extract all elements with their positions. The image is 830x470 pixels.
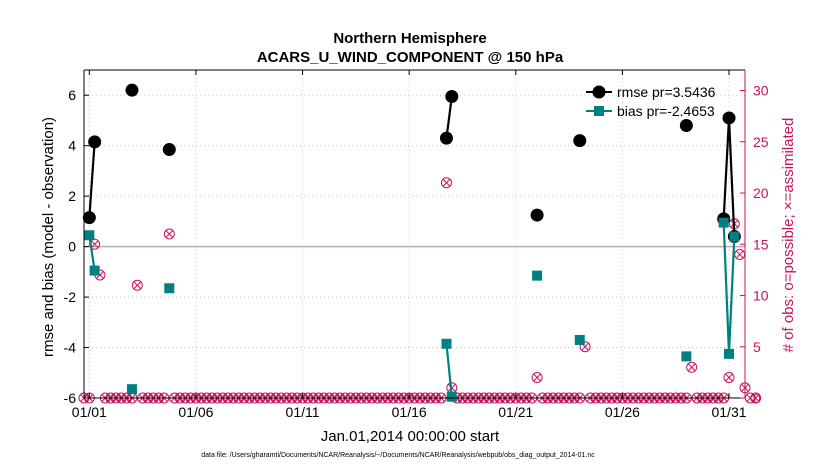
y2-tick-label: 20: [753, 185, 769, 201]
y2-tick-label: 0: [753, 390, 761, 406]
bias-point: [729, 231, 740, 242]
x-axis-label: Jan.01,2014 00:00:00 start: [321, 428, 500, 445]
y-tick-label: -2: [64, 289, 77, 305]
y2-tick-label: 25: [753, 134, 769, 150]
y-tick-label: 4: [68, 138, 76, 154]
data-file-footnote: data file: /Users/gharamti/Documents/NCA…: [201, 452, 595, 459]
obs-assimilated-marker: [442, 178, 451, 187]
chart-subtitle: ACARS_U_WIND_COMPONENT @ 150 hPa: [257, 49, 564, 66]
obs-assimilated-marker: [133, 281, 142, 290]
obs-count-point: [750, 392, 762, 404]
rmse-point: [445, 89, 459, 103]
obs-count-point: [163, 228, 175, 240]
obs-possible-marker: [163, 228, 175, 240]
obs-possible-marker: [531, 372, 543, 383]
legend: rmse pr=3.5436 bias pr=-2.4653: [586, 84, 716, 119]
legend-bias-marker: [594, 106, 604, 116]
obs-possible-marker: [131, 279, 143, 291]
obs-possible-marker: [440, 177, 452, 189]
obs-assimilated-marker: [165, 230, 174, 238]
obs-possible-marker: [579, 341, 591, 353]
y2-tick-label: 5: [753, 339, 761, 355]
series-line-segment-1: [445, 343, 453, 397]
rmse-point: [679, 119, 693, 133]
obs-assimilated-marker: [581, 342, 590, 351]
series-line-segment-0: [88, 235, 96, 271]
rmse-point: [162, 142, 176, 156]
obs-assimilated-marker: [751, 394, 760, 402]
obs-assimilated-marker: [90, 240, 99, 249]
obs-assimilated-marker: [735, 250, 744, 259]
legend-rmse-marker: [592, 85, 606, 99]
y2-tick-label: 15: [753, 236, 769, 252]
bias-point: [126, 384, 137, 395]
x-tick-label: 01/21: [498, 404, 533, 420]
series-line-segment-1: [445, 96, 453, 139]
y-tick-label: -6: [64, 390, 77, 406]
x-tick-label: 01/11: [286, 404, 320, 420]
rmse-point: [88, 135, 102, 149]
y-tick-label: -4: [64, 340, 77, 356]
obs-count-point: [723, 372, 735, 383]
y-axis-label: rmse and bias (model - observation): [40, 117, 57, 357]
x-tick-label: 01/06: [178, 404, 213, 420]
obs-assimilated-marker: [533, 373, 542, 382]
series-line-segment-0: [88, 141, 96, 218]
x-tick-label: 01/26: [605, 404, 640, 420]
axes: 01/01 01/06 01/11 01/16 01/21 01/26 01/31 -6 -4 -…: [64, 69, 769, 420]
chart-title: Northern Hemisphere: [333, 30, 486, 47]
y-tick-label: 2: [68, 188, 76, 204]
x-tick-label: 01/16: [392, 404, 427, 420]
rmse-point: [82, 211, 96, 225]
obs-assimilated-marker: [687, 363, 696, 372]
plot-background: [84, 70, 745, 398]
rmse-point: [125, 83, 139, 97]
obs-assimilated-marker: [96, 271, 104, 279]
bias-point: [441, 338, 452, 349]
bias-point: [724, 348, 735, 359]
bias-point: [718, 217, 729, 228]
rmse-point: [439, 131, 453, 145]
obs-possible-marker: [723, 372, 735, 383]
series-group: [82, 83, 741, 402]
rmse-point: [530, 208, 544, 222]
bias-point: [532, 270, 543, 281]
obs-count-point: [131, 279, 143, 291]
y-tick-label: 0: [68, 239, 76, 255]
obs-count-point: [440, 177, 452, 189]
bias-point: [84, 230, 95, 241]
obs-count-point: [531, 372, 543, 383]
legend-rmse-label: rmse pr=3.5436: [617, 84, 716, 100]
rmse-point: [573, 134, 587, 148]
x-tick-label: 01/01: [72, 404, 107, 420]
y2-tick-label: 10: [753, 288, 769, 304]
bias-point: [164, 283, 175, 294]
obs-count-point: [686, 361, 698, 373]
bias-point: [89, 265, 100, 276]
bias-point: [681, 351, 692, 362]
legend-bias-label: bias pr=-2.4653: [617, 103, 715, 119]
x-tick-label: 01/31: [711, 404, 746, 420]
bias-point: [446, 391, 457, 402]
rmse-point: [722, 111, 736, 125]
obs-possible-marker: [686, 361, 698, 373]
obs-possible-marker: [750, 392, 762, 404]
plot-area: [84, 70, 745, 398]
y-tick-label: 6: [68, 87, 76, 103]
obs-assimilated-marker: [725, 373, 733, 382]
y2-axis-label: # of obs: o=possible; ×=assimilated: [780, 118, 797, 353]
y2-tick-label: 30: [753, 83, 769, 99]
series-bias: [84, 217, 740, 402]
bias-point: [574, 334, 585, 345]
